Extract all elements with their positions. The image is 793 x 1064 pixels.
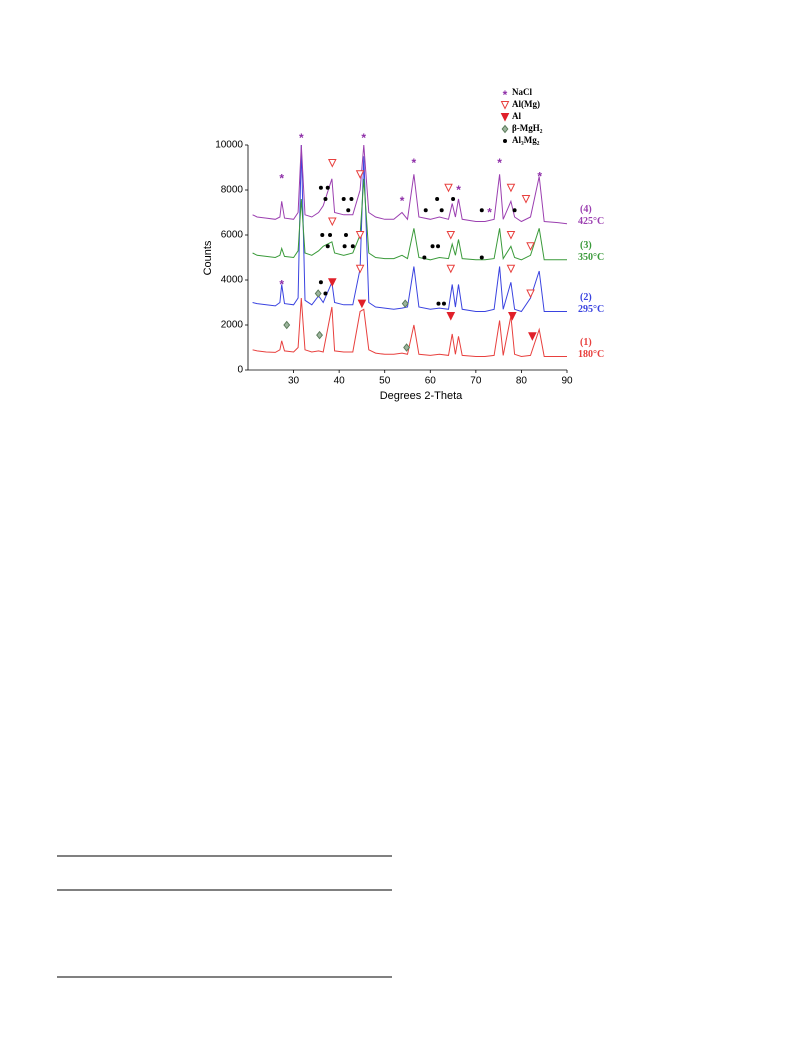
marker-star: * (503, 88, 508, 102)
marker-dot (328, 233, 333, 237)
series-label: (2) (580, 292, 592, 303)
marker-open-triangle (506, 231, 516, 240)
marker-open-triangle (521, 195, 531, 204)
legend-label: Al (512, 111, 521, 121)
marker-open-triangle (526, 289, 535, 299)
y-tick-label: 2000 (221, 320, 244, 331)
x-tick-label: 30 (288, 376, 300, 387)
marker-open-triangle (446, 231, 456, 240)
legend-label: Al(Mg) (512, 99, 540, 109)
marker-dot (341, 197, 346, 201)
series-temperature: 350°C (578, 252, 604, 263)
marker-open-triangle (327, 217, 337, 227)
series-label: (1) (580, 337, 592, 348)
series-line (252, 144, 568, 225)
y-tick-label: 10000 (215, 140, 243, 151)
marker-dot (439, 208, 444, 213)
marker-dot (318, 280, 323, 285)
marker-dot (343, 233, 348, 237)
series-line (252, 178, 567, 261)
marker-open-triangle (355, 231, 365, 240)
marker-diamond (314, 289, 322, 298)
marker-dot (512, 208, 517, 213)
marker-diamond (401, 299, 409, 308)
marker-dot (342, 244, 347, 249)
marker-dot (430, 244, 435, 249)
y-tick-label: 0 (237, 365, 243, 376)
marker-open-triangle (500, 101, 510, 110)
series-line (252, 144, 567, 313)
series-label: (3) (580, 240, 592, 251)
marker-dot (441, 301, 446, 306)
marker-star: * (456, 183, 461, 197)
marker-open-triangle (506, 183, 516, 193)
series-label: (4) (580, 204, 592, 215)
marker-star: * (299, 131, 304, 145)
x-tick-label: 50 (379, 376, 391, 387)
marker-star: * (487, 205, 492, 219)
marker-dot (422, 255, 427, 260)
marker-dot (436, 244, 441, 249)
series-temperature: 295°C (578, 304, 604, 315)
legend-label: Al₃Mg₂ (512, 135, 540, 145)
marker-dot (435, 197, 440, 201)
y-tick-label: 8000 (221, 185, 244, 196)
marker-star: * (279, 172, 284, 186)
marker-open-triangle (444, 183, 453, 193)
legend-label: β-MgH₂ (512, 123, 543, 133)
x-tick-label: 60 (425, 376, 437, 387)
marker-open-triangle (526, 242, 535, 251)
marker-dot (318, 185, 323, 190)
series-temperature: 180°C (578, 349, 604, 360)
marker-solid-triangle (327, 278, 337, 287)
marker-dot (451, 197, 456, 201)
marker-open-triangle (327, 159, 337, 168)
marker-solid-triangle (528, 332, 537, 341)
marker-dot (323, 291, 328, 296)
marker-dot (503, 139, 507, 143)
x-tick-label: 40 (334, 376, 346, 387)
marker-dot (423, 208, 428, 213)
marker-diamond (501, 124, 509, 134)
marker-star: * (361, 131, 366, 145)
x-axis-label: Degrees 2-Theta (380, 390, 463, 402)
marker-star: * (412, 156, 417, 170)
legend-label: NaCl (512, 87, 532, 97)
marker-open-triangle (355, 170, 365, 179)
marker-diamond (403, 343, 411, 352)
marker-star: * (497, 156, 502, 170)
marker-dot (479, 208, 484, 213)
marker-open-triangle (355, 264, 365, 274)
x-tick-label: 90 (561, 376, 573, 387)
marker-open-triangle (446, 264, 456, 274)
marker-star: * (537, 169, 542, 183)
marker-dot (479, 255, 484, 260)
marker-solid-triangle (508, 312, 517, 321)
marker-diamond (283, 320, 291, 330)
marker-open-triangle (506, 264, 516, 274)
marker-dot (323, 197, 328, 201)
marker-dot (325, 185, 330, 190)
marker-star: * (279, 277, 284, 291)
y-tick-label: 4000 (221, 275, 244, 286)
marker-solid-triangle (357, 299, 367, 309)
y-axis-label: Counts (202, 240, 214, 275)
marker-diamond (316, 330, 323, 340)
marker-dot (350, 244, 355, 249)
x-tick-label: 70 (470, 376, 482, 387)
marker-dot (320, 233, 325, 237)
marker-dot (346, 208, 351, 213)
marker-star: * (400, 194, 405, 208)
marker-solid-triangle (500, 113, 510, 122)
series-temperature: 425°C (578, 216, 604, 227)
x-tick-label: 80 (516, 376, 528, 387)
marker-solid-triangle (446, 312, 456, 321)
marker-dot (349, 197, 354, 201)
marker-dot (325, 244, 330, 249)
y-tick-label: 6000 (221, 230, 244, 241)
marker-dot (436, 301, 441, 306)
series-line (252, 297, 567, 358)
